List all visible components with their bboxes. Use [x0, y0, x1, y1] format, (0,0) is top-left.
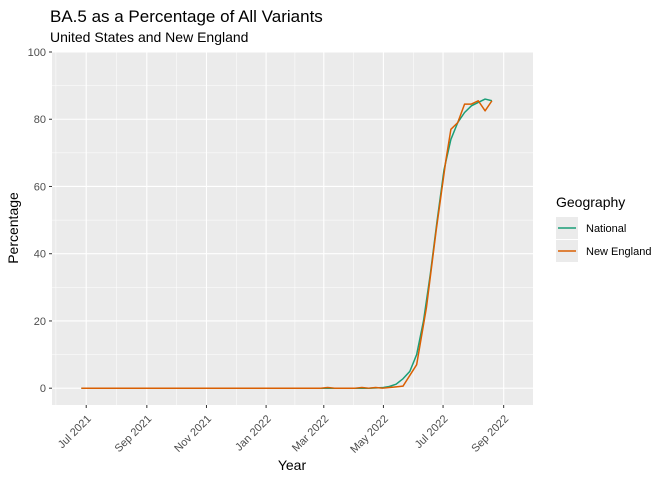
y-tick-label: 80	[34, 114, 46, 126]
chart-subtitle: United States and New England	[50, 29, 248, 45]
x-tick-label: Jul 2021	[56, 413, 94, 451]
y-tick-label: 20	[34, 316, 46, 328]
y-tick-label: 0	[40, 383, 46, 395]
legend-title: Geography	[556, 194, 625, 210]
x-tick-label: Mar 2022	[290, 413, 331, 454]
y-tick-label: 40	[34, 249, 46, 261]
series-lines	[81, 98, 493, 389]
chart-title: BA.5 as a Percentage of All Variants	[50, 7, 323, 26]
x-axis: Jul 2021 Sep 2021 Nov 2021 Jan 2022 Mar 2022…	[56, 405, 511, 456]
x-tick-label: May 2022	[348, 413, 391, 456]
legend: Geography National New England	[556, 194, 651, 262]
plot-panel	[52, 52, 533, 405]
x-tick-label: Sep 2022	[469, 413, 511, 455]
x-tick-label: Jan 2022	[233, 413, 273, 453]
x-tick-label: Sep 2021	[113, 413, 155, 455]
y-axis: 0 20 40 60 80 100	[28, 47, 52, 395]
legend-label: New England	[586, 246, 651, 258]
x-tick-label: Jul 2022	[413, 413, 451, 451]
x-tick-label: Nov 2021	[172, 413, 214, 455]
series-line-new-england	[81, 100, 493, 389]
legend-label: National	[586, 223, 626, 235]
y-axis-title: Percentage	[5, 192, 21, 264]
y-tick-label: 60	[34, 181, 46, 193]
x-axis-title: Year	[278, 457, 307, 473]
minor-gridlines	[52, 52, 533, 405]
y-tick-label: 100	[28, 47, 46, 59]
